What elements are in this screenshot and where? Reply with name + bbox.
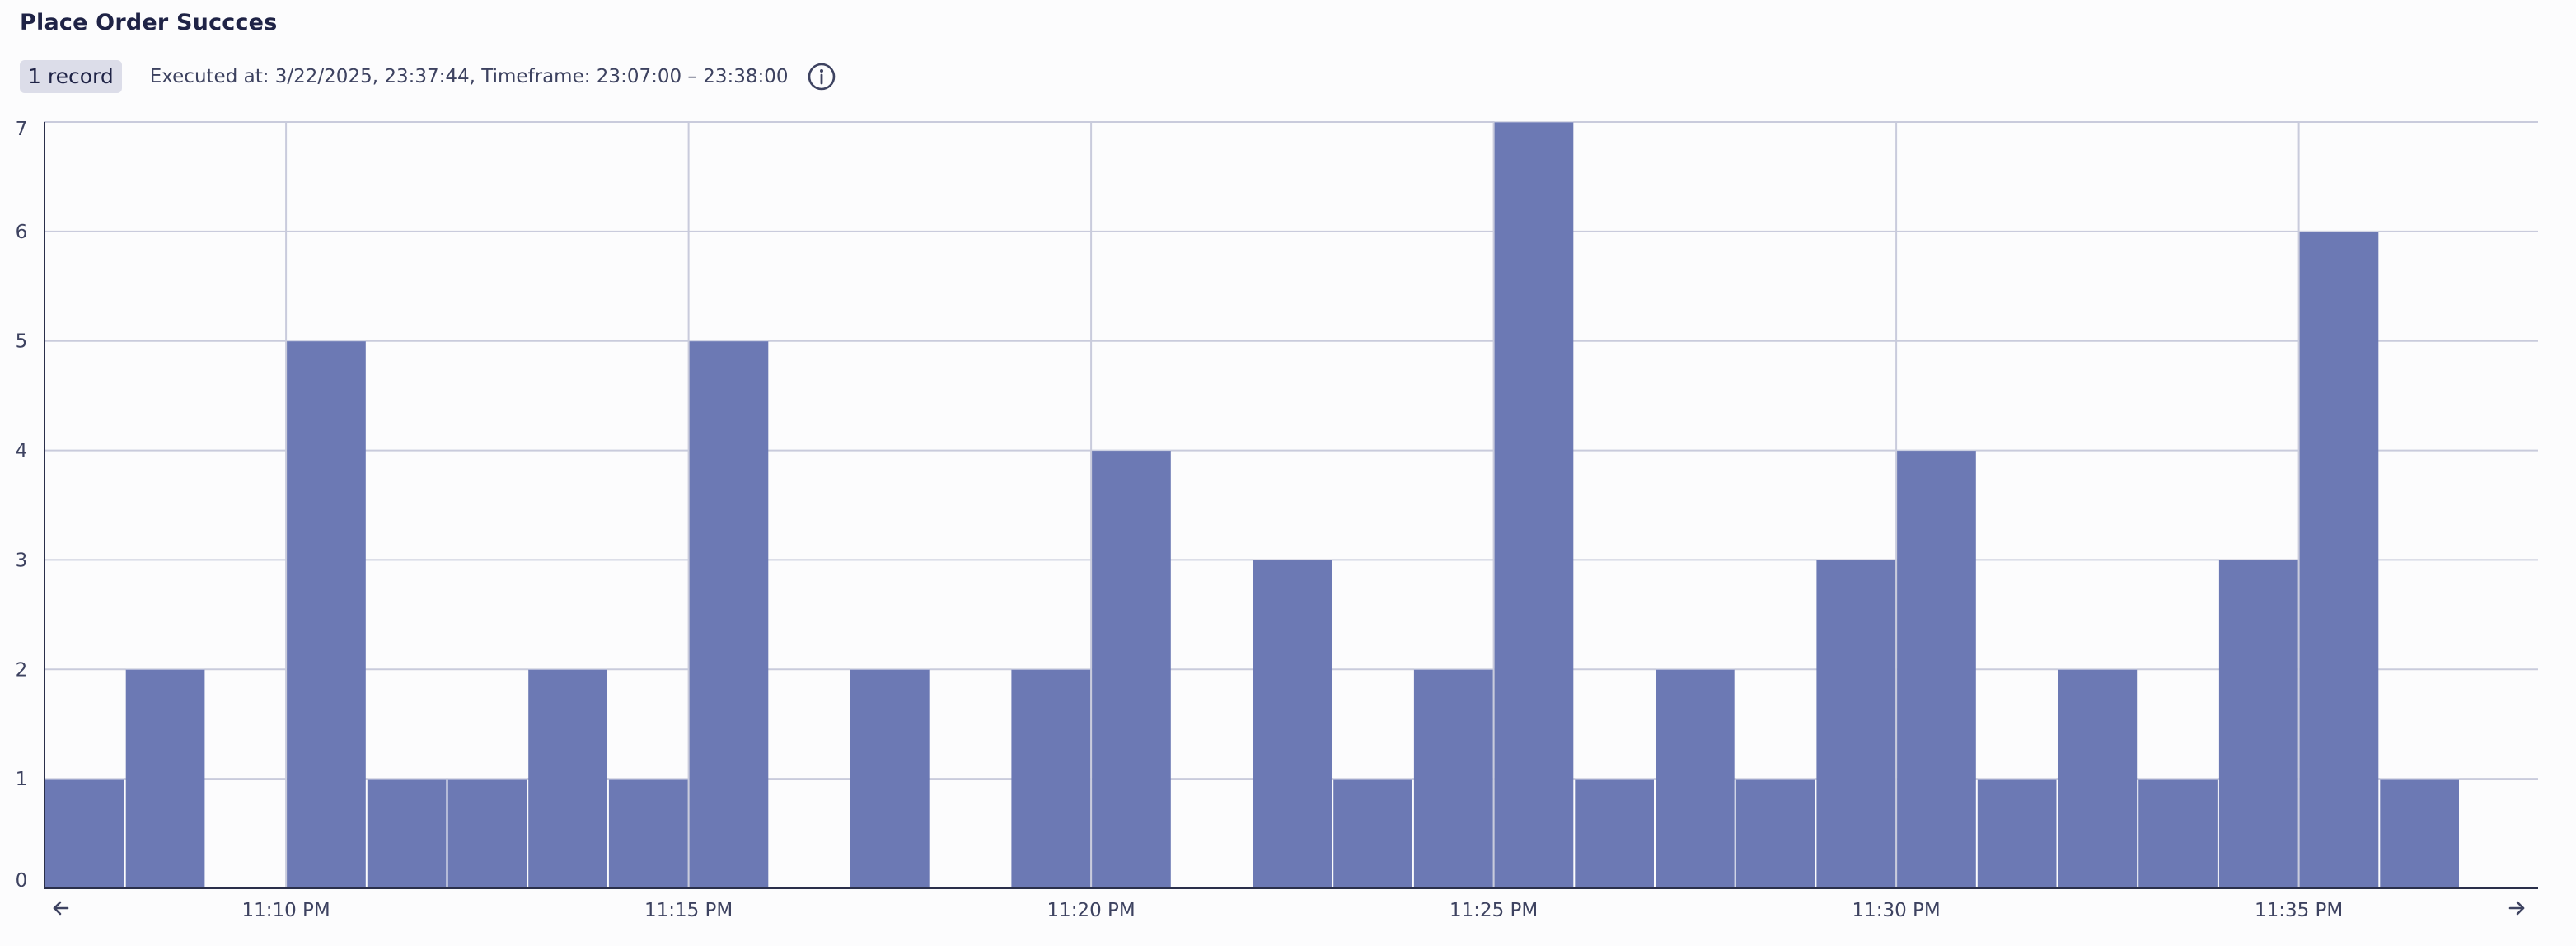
x-tick-label: 11:35 PM (2255, 900, 2343, 921)
bar[interactable] (1092, 450, 1171, 888)
info-icon[interactable] (807, 62, 836, 91)
execution-info: Executed at: 3/22/2025, 23:37:44, Timefr… (149, 66, 789, 87)
bar[interactable] (1656, 669, 1735, 888)
bar[interactable] (1413, 669, 1493, 888)
y-tick-label: 4 (16, 441, 28, 462)
x-tick-label: 11:10 PM (241, 900, 330, 921)
meta-row: 1 record Executed at: 3/22/2025, 23:37:4… (20, 58, 836, 96)
bar[interactable] (689, 340, 769, 888)
bar[interactable] (1816, 560, 1896, 888)
bar[interactable] (2138, 779, 2218, 888)
bar[interactable] (850, 669, 930, 888)
y-tick-label: 7 (16, 119, 28, 140)
y-tick-label: 0 (16, 870, 28, 892)
bar[interactable] (1735, 779, 1815, 888)
arrow-left-icon[interactable] (53, 901, 69, 916)
bar[interactable] (1897, 450, 1976, 888)
x-tick-label: 11:30 PM (1852, 900, 1940, 921)
bar[interactable] (1253, 560, 1332, 888)
bar[interactable] (45, 779, 124, 888)
bar[interactable] (1977, 779, 2057, 888)
y-tick-label: 2 (16, 659, 28, 681)
y-tick-label: 3 (16, 550, 28, 571)
bar[interactable] (367, 779, 447, 888)
y-tick-label: 6 (16, 222, 28, 243)
bar[interactable] (1575, 779, 1654, 888)
bar[interactable] (528, 669, 607, 888)
bar[interactable] (2218, 560, 2298, 888)
bar[interactable] (1494, 122, 1574, 888)
y-tick-label: 1 (16, 769, 28, 790)
bar[interactable] (608, 779, 688, 888)
x-tick-label: 11:20 PM (1047, 900, 1135, 921)
bar[interactable] (2058, 669, 2138, 888)
bar[interactable] (287, 340, 366, 888)
x-tick-label: 11:15 PM (644, 900, 733, 921)
bar[interactable] (1333, 779, 1412, 888)
chart-title: Place Order Succces (20, 10, 278, 35)
bar[interactable] (125, 669, 205, 888)
bar[interactable] (447, 779, 527, 888)
y-tick-label: 5 (16, 331, 28, 353)
arrow-right-icon[interactable] (2508, 901, 2525, 916)
record-count-badge: 1 record (20, 60, 122, 93)
bar[interactable] (2380, 779, 2459, 888)
x-tick-label: 11:25 PM (1450, 900, 1538, 921)
bar[interactable] (2299, 231, 2379, 888)
bar[interactable] (1011, 669, 1091, 888)
